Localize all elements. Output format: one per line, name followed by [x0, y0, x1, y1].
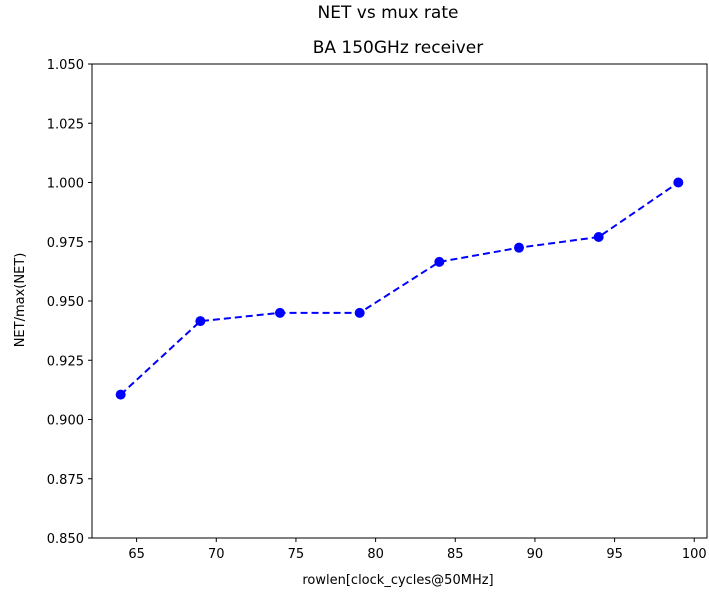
y-tick-label-3: 0.900 — [47, 414, 84, 429]
x-tick-label-1: 65 — [128, 547, 145, 562]
x-tick-label-5: 85 — [447, 547, 464, 562]
data-point-6 — [513, 242, 524, 253]
x-tick-label-7: 95 — [606, 547, 623, 562]
x-tick-label-3: 75 — [288, 547, 305, 562]
data-point-1 — [115, 389, 126, 400]
y-tick-label-1: 0.850 — [47, 532, 84, 547]
y-tick-label-2: 0.875 — [47, 473, 84, 488]
x-axis-label: rowlen[clock_cycles@50MHz] — [302, 573, 493, 588]
y-tick-label-8: 1.025 — [47, 117, 84, 132]
x-tick-label-6: 90 — [527, 547, 544, 562]
data-point-8 — [673, 177, 684, 188]
y-tick-label-5: 0.950 — [47, 295, 84, 310]
plot-area — [92, 64, 707, 538]
plot-background — [92, 64, 707, 538]
x-tick-label-8: 100 — [682, 547, 707, 562]
y-tick-label-7: 1.000 — [47, 177, 84, 192]
y-axis-label: NET/max(NET) — [13, 253, 28, 348]
chart-subtitle: BA 150GHz receiver — [313, 38, 484, 58]
data-point-7 — [593, 232, 604, 243]
data-point-5 — [434, 256, 445, 267]
chart-title: NET vs mux rate — [318, 3, 459, 23]
data-point-4 — [354, 307, 365, 318]
y-tick-label-4: 0.925 — [47, 354, 84, 369]
series-group — [115, 177, 684, 400]
x-tick-label-4: 80 — [367, 547, 384, 562]
axes-group: 65 70 75 80 85 90 95 100 0.850 0.875 0.900 0.925 0.9… — [47, 58, 708, 562]
x-tick-label-2: 70 — [208, 547, 225, 562]
series-line-1 — [120, 181, 679, 396]
data-point-3 — [275, 307, 286, 318]
y-tick-label-9: 1.050 — [47, 58, 84, 73]
data-point-2 — [195, 316, 206, 327]
y-tick-label-6: 0.975 — [47, 236, 84, 251]
